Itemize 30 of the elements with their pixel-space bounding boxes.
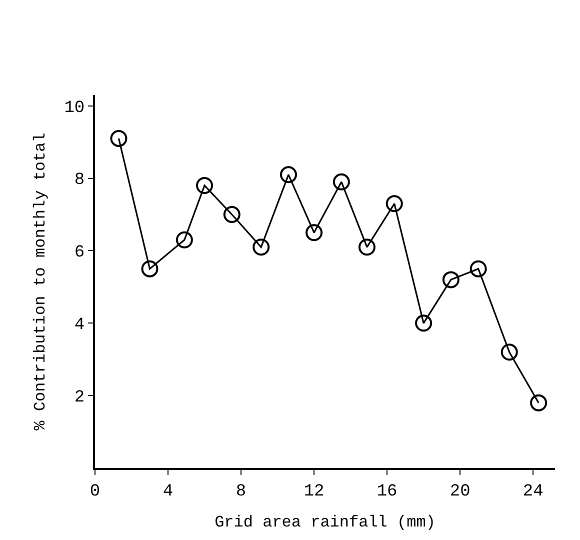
y-axis-title: % Contribution to monthly total: [32, 132, 50, 430]
point: [415, 314, 432, 332]
point: [332, 173, 350, 190]
x-tick-label: 20: [450, 482, 470, 502]
y-tick-label: 4: [74, 316, 85, 336]
point: [280, 166, 297, 184]
point: [500, 344, 518, 361]
x-tick-label: 0: [90, 482, 100, 502]
y-tick-label: 10: [64, 98, 85, 118]
x-tick-label: 16: [376, 482, 398, 502]
point: [358, 238, 376, 256]
point: [141, 260, 158, 278]
y-tick-label: 8: [74, 171, 85, 190]
point: [470, 260, 487, 278]
point: [306, 224, 323, 242]
point: [252, 238, 270, 256]
x-tick-label: 8: [236, 482, 246, 502]
point: [110, 130, 128, 147]
point: [176, 231, 193, 248]
x-tick-label: 24: [522, 482, 544, 502]
point: [442, 271, 460, 288]
y-tick-label: 2: [74, 388, 85, 408]
x-tick-label: 4: [162, 482, 174, 502]
point: [223, 206, 240, 223]
y-tick-label: 6: [74, 244, 85, 263]
x-axis-title: Grid area rainfall (mm): [214, 514, 436, 532]
point: [530, 394, 548, 412]
x-tick-label: 12: [304, 482, 324, 502]
point: [386, 195, 403, 212]
point: [196, 177, 214, 194]
